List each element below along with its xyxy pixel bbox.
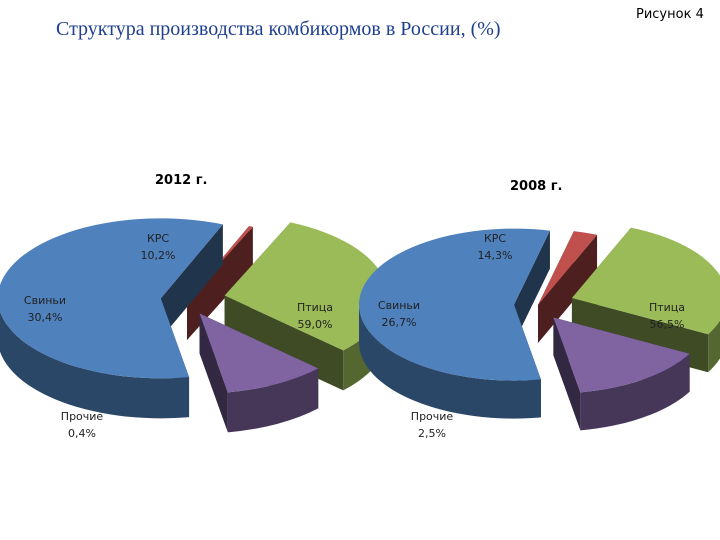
slice-label-prochie: Прочие 0,4% — [61, 410, 104, 440]
pie-slice-side — [580, 353, 690, 431]
pie-slice-ptitsa — [359, 228, 550, 419]
pie-slice-prochie — [538, 231, 598, 343]
pie-slice-wall — [187, 226, 253, 340]
pie-slice-top — [553, 317, 690, 393]
pie-2012: 2012 г. Птица 59,0% Прочие 0,4% Свиньи 30,4% КР… — [0, 173, 388, 440]
pie-slice-krs — [199, 313, 319, 433]
pie-slice-top — [199, 313, 319, 393]
pie-slice-side — [708, 320, 720, 373]
pie-slice-side — [359, 304, 541, 419]
pie-slice-side — [227, 368, 319, 433]
figure-label: Рисунок 4 — [636, 7, 704, 22]
pie-slice-wall — [553, 317, 581, 431]
slice-label-ptitsa: Птица 59,0% — [297, 301, 333, 331]
pie-slice-top — [359, 228, 550, 381]
chart-title: Структура производства комбикормов в Рос… — [56, 18, 501, 40]
slice-label-ptitsa: Птица 56,5% — [649, 301, 685, 331]
pie-slice-wall — [199, 313, 228, 433]
pie-slice-top — [0, 218, 223, 379]
slice-label-svini: Свиньи 26,7% — [378, 299, 420, 329]
slice-label-prochie: Прочие 2,5% — [411, 410, 454, 440]
pie-slice-krs — [553, 317, 690, 431]
pie-title: 2008 г. — [510, 179, 562, 194]
slice-label-krs: КРС 10,2% — [141, 232, 176, 262]
pie-slice-ptitsa — [0, 218, 223, 419]
pie-slice-wall — [514, 230, 550, 343]
slice-label-krs: КРС 14,3% — [478, 232, 513, 262]
pie-slice-wall — [538, 234, 598, 343]
pie-title: 2012 г. — [155, 173, 207, 188]
pie-slice-top — [571, 227, 720, 335]
pie-2008: 2008 г. Птица 56,5% Прочие 2,5% Свиньи 26,7% КР… — [359, 179, 720, 440]
pie-slice-wall — [160, 224, 223, 339]
pie-slice-side — [0, 311, 190, 419]
pie-slice-top — [538, 231, 598, 305]
pie-slice-svini — [571, 227, 720, 373]
pie-slice-top — [224, 222, 388, 351]
slice-label-svini: Свиньи 30,4% — [24, 294, 66, 324]
